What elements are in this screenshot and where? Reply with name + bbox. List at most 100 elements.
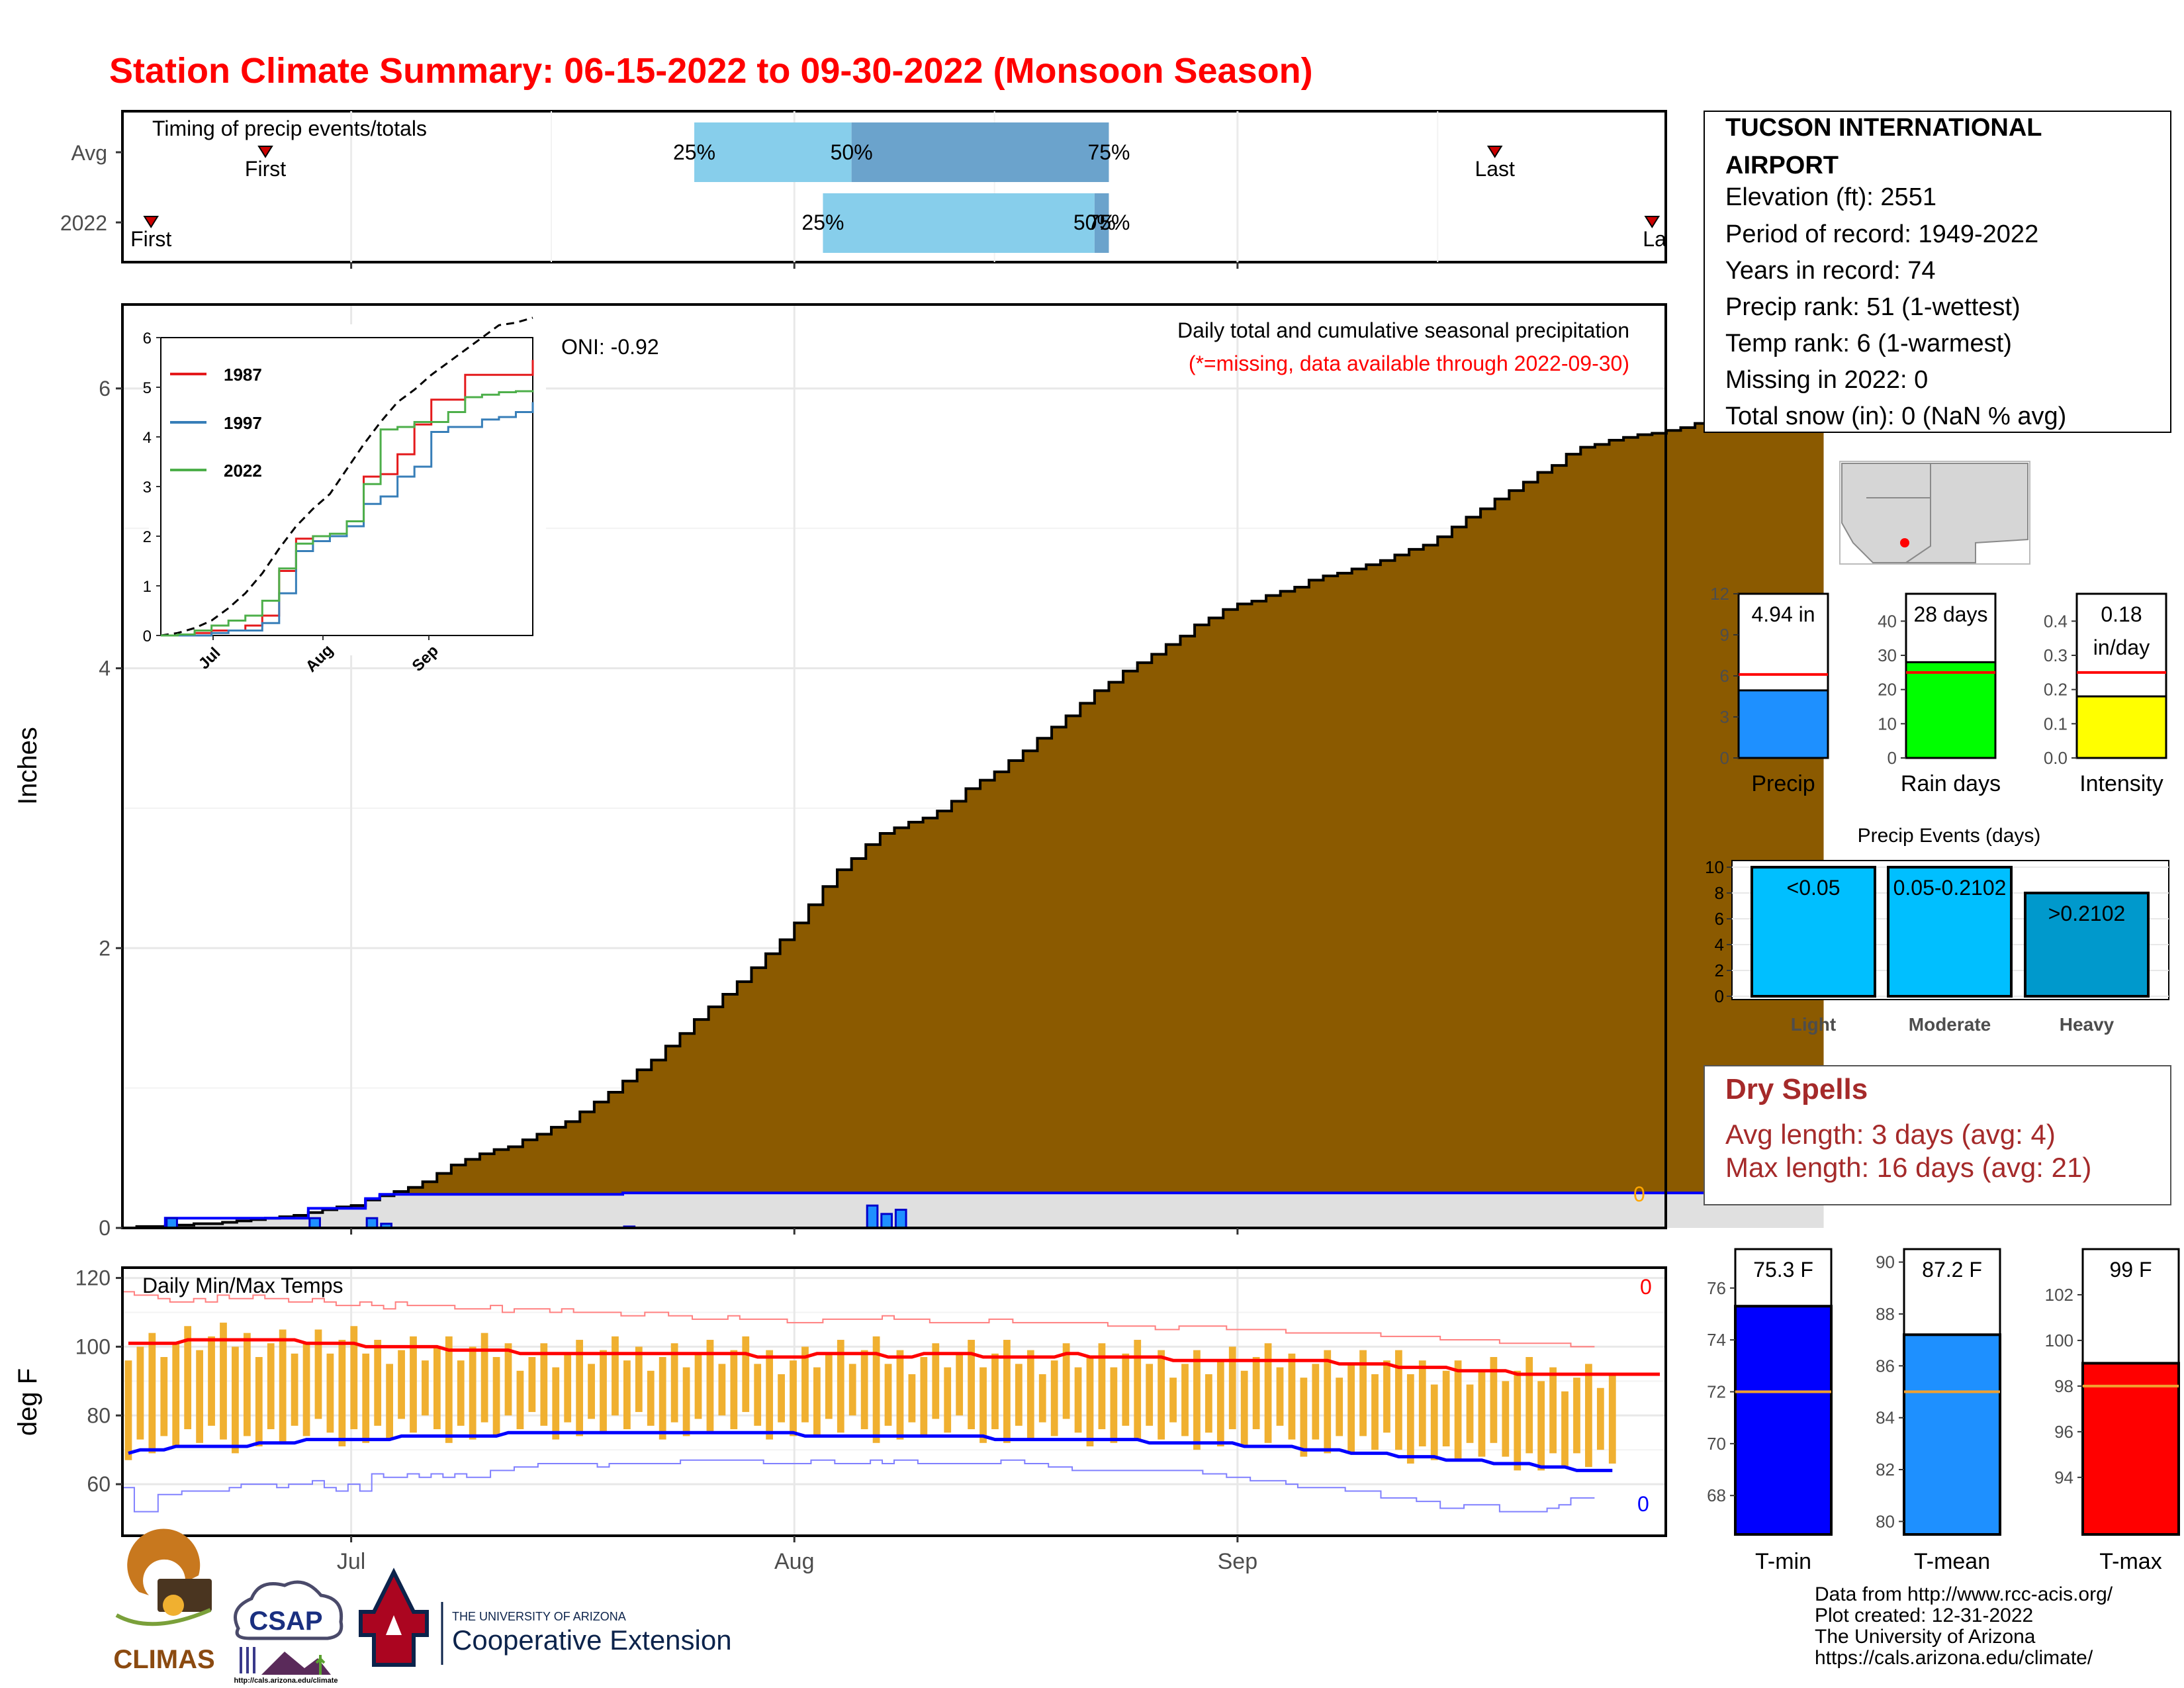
- precip-events-chart: Precip Events (days) 0 2 4 6 8 10 <0.05 Light 0.…: [1705, 825, 2169, 1035]
- daily-temp-range-bar: [1074, 1367, 1082, 1433]
- summary-label: Precip: [1751, 771, 1815, 796]
- daily-temp-range-bar: [1015, 1364, 1023, 1426]
- daily-temp-range-bar: [1478, 1370, 1486, 1457]
- summary-label: Rain days: [1901, 771, 2001, 796]
- temp-summary-y-tick-label: 76: [1707, 1278, 1726, 1298]
- daily-temp-range-bar: [445, 1336, 453, 1443]
- main-precip-chart: 0 2 4 6 Inches Daily total and cumulative s…: [13, 303, 1824, 1240]
- daily-temp-range-bar: [528, 1357, 536, 1413]
- avg-cumulative-area: [122, 380, 1824, 1228]
- oni-label: ONI: -0.92: [561, 335, 659, 359]
- timing-last-marker: [1644, 216, 1661, 228]
- daily-temp-range-bar: [884, 1364, 892, 1426]
- daily-temp-range-bar: [1264, 1343, 1272, 1443]
- daily-temp-range-bar: [718, 1364, 726, 1416]
- temp-y-ticks: 60 80 100 120: [75, 1266, 122, 1496]
- temp-title: Daily Min/Max Temps: [142, 1274, 343, 1297]
- daily-temp-range-bar: [1324, 1350, 1332, 1454]
- daily-temp-range-bar: [1490, 1357, 1498, 1443]
- climas-logo: CLIMAS: [113, 1528, 215, 1674]
- events-y-tick-label: 8: [1715, 883, 1724, 903]
- timing-last-label: Last: [1475, 157, 1515, 181]
- daily-temp-range-bar: [1514, 1370, 1522, 1471]
- temp-y-tick-label: 80: [87, 1403, 111, 1427]
- daily-temp-range-bar: [872, 1336, 880, 1443]
- temp-summary-y-tick-label: 88: [1876, 1304, 1895, 1324]
- daily-temp-range-bar: [1561, 1391, 1569, 1468]
- daily-temp-range-bar: [1359, 1350, 1367, 1436]
- missing-note: (*=missing, data available through 2022-…: [1189, 352, 1629, 375]
- station-snow: Total snow (in): 0 (NaN % avg): [1725, 402, 2066, 430]
- summary-y-tick-label: 0: [1720, 748, 1729, 768]
- summary-y-tick-label: 30: [1878, 645, 1897, 665]
- inset-plot-area: [160, 316, 534, 637]
- inset-series-1997: [161, 402, 534, 637]
- daily-temp-range-bar: [908, 1374, 916, 1423]
- temp-summary-y-tick-label: 86: [1876, 1356, 1895, 1376]
- main-plot-area: [122, 379, 1824, 1229]
- timing-first-label: First: [130, 227, 171, 251]
- events-category-label: Moderate: [1909, 1014, 1991, 1035]
- daily-precip-bar: [894, 1209, 907, 1229]
- daily-temp-range-bar: [956, 1353, 964, 1416]
- events-bin-label: 0.05-0.2102: [1893, 876, 2007, 900]
- climas-wordmark: CLIMAS: [113, 1645, 214, 1674]
- daily-temp-range-bar: [136, 1346, 144, 1440]
- temp-summary-y-tick-label: 72: [1707, 1382, 1726, 1402]
- temp-summary-y-tick-label: 102: [2045, 1285, 2073, 1305]
- daily-temp-range-bar: [766, 1350, 774, 1440]
- dry-spells-max: Max length: 16 days (avg: 21): [1725, 1152, 2091, 1183]
- temp-summary-value: 99 F: [2109, 1258, 2152, 1282]
- daily-temp-range-bar: [1252, 1357, 1260, 1430]
- ua-logo: THE UNIVERSITY OF ARIZONA Cooperative Ex…: [359, 1568, 732, 1667]
- main-y-tick-label: 0: [99, 1216, 111, 1240]
- temp-summary-bar-t-mean: [1903, 1333, 2001, 1536]
- main-y-tick-label: 6: [99, 377, 111, 400]
- summary-y-tick-label: 20: [1878, 680, 1897, 700]
- main-y-tick-label: 4: [99, 657, 111, 680]
- avg-cumulative-line: [122, 379, 1824, 1229]
- daily-temp-range-bar: [1288, 1353, 1296, 1440]
- daily-temp-range-bar: [302, 1343, 310, 1436]
- daily-temp-range-bar: [243, 1333, 251, 1436]
- daily-temp-range-bar: [837, 1340, 844, 1433]
- summary-y-tick-label: 0.4: [2044, 611, 2068, 631]
- daily-temp-range-bar: [148, 1333, 156, 1454]
- daily-temp-range-bar: [255, 1357, 263, 1446]
- daily-temp-range-bar: [730, 1350, 738, 1430]
- inset-legend: 1987 1997 2022: [170, 365, 262, 481]
- summary-y-tick-label: 40: [1878, 611, 1897, 631]
- daily-temp-range-bar: [1537, 1381, 1545, 1471]
- daily-temp-range-bar: [682, 1367, 690, 1436]
- main-y-ticks: 0 2 4 6: [99, 377, 1239, 1240]
- daily-temp-range-bar: [172, 1343, 180, 1446]
- daily-temp-range-bar: [1146, 1364, 1154, 1426]
- credit-plot-created: Plot created: 12-31-2022: [1815, 1605, 2033, 1626]
- daily-temp-range-bar: [848, 1364, 856, 1416]
- legend-label-2022: 2022: [224, 461, 262, 481]
- temp-summary-y-tick-label: 80: [1876, 1511, 1895, 1531]
- temp-summary-y-tick-label: 82: [1876, 1460, 1895, 1479]
- inset-y-tick-label: 1: [143, 578, 152, 596]
- daily-temp-range-bar: [670, 1343, 678, 1423]
- daily-temp-range-bar: [196, 1350, 203, 1443]
- daily-temp-range-bar: [979, 1367, 987, 1443]
- summary-label: Intensity: [2079, 771, 2163, 796]
- summary-y-tick-label: 6: [1720, 666, 1729, 686]
- timing-bar-q3: [1094, 193, 1109, 253]
- daily-temp-range-bar: [1406, 1374, 1414, 1464]
- timing-label-25: 25%: [801, 211, 844, 234]
- timing-first-marker: [257, 146, 273, 158]
- daily-temp-range-bar: [1228, 1346, 1236, 1430]
- temp-summary-bars: 68 70 72 74 76 75.3 F T-min 80 82 84 86 88 90 87.2 F T…: [1707, 1248, 2180, 1574]
- page-title: Station Climate Summary: 06-15-2022 to 0…: [109, 51, 1313, 91]
- daily-temp-range-bar: [410, 1336, 417, 1433]
- daily-temp-range-bar: [1026, 1350, 1034, 1440]
- temp-y-axis-label: deg F: [13, 1368, 42, 1436]
- ua-small-text: THE UNIVERSITY OF ARIZONA: [452, 1610, 626, 1623]
- station-location-marker: [1900, 538, 1909, 547]
- temp-summary-bar-t-min: [1734, 1305, 1833, 1536]
- temp-y-tick-label: 100: [75, 1335, 111, 1358]
